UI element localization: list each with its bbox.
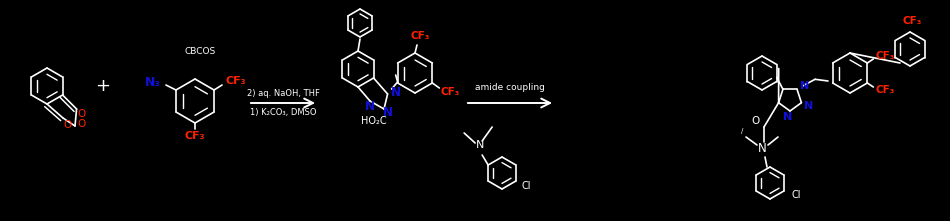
Text: 2) aq. NaOH, THF: 2) aq. NaOH, THF bbox=[247, 88, 319, 97]
Text: Cl: Cl bbox=[791, 190, 801, 200]
Text: N: N bbox=[784, 112, 792, 122]
Text: CBCOS: CBCOS bbox=[184, 46, 216, 55]
Text: CF₃: CF₃ bbox=[876, 85, 895, 95]
Text: CF₃: CF₃ bbox=[441, 87, 460, 97]
Text: HO₂C: HO₂C bbox=[361, 116, 387, 126]
Text: O: O bbox=[750, 116, 759, 126]
Text: CF₃: CF₃ bbox=[226, 76, 246, 86]
Text: O: O bbox=[78, 109, 86, 119]
Text: O: O bbox=[64, 120, 72, 130]
Text: O: O bbox=[78, 119, 86, 129]
Text: /: / bbox=[741, 128, 743, 134]
Text: N: N bbox=[801, 81, 809, 91]
Text: N: N bbox=[804, 101, 813, 111]
Text: N₃: N₃ bbox=[145, 76, 161, 90]
Text: CF₃: CF₃ bbox=[876, 51, 895, 61]
Text: CF₃: CF₃ bbox=[902, 16, 922, 26]
Text: CF₃: CF₃ bbox=[184, 131, 205, 141]
Text: amide coupling: amide coupling bbox=[475, 82, 545, 91]
Text: N: N bbox=[383, 105, 393, 118]
Text: N: N bbox=[390, 86, 401, 99]
Text: 1) K₂CO₃, DMSO: 1) K₂CO₃, DMSO bbox=[250, 109, 316, 118]
Text: N: N bbox=[365, 99, 375, 112]
Text: N: N bbox=[476, 140, 484, 150]
Text: Cl: Cl bbox=[522, 181, 531, 191]
Text: CF₃: CF₃ bbox=[410, 31, 429, 41]
Text: N: N bbox=[758, 143, 767, 156]
Text: +: + bbox=[96, 77, 110, 95]
